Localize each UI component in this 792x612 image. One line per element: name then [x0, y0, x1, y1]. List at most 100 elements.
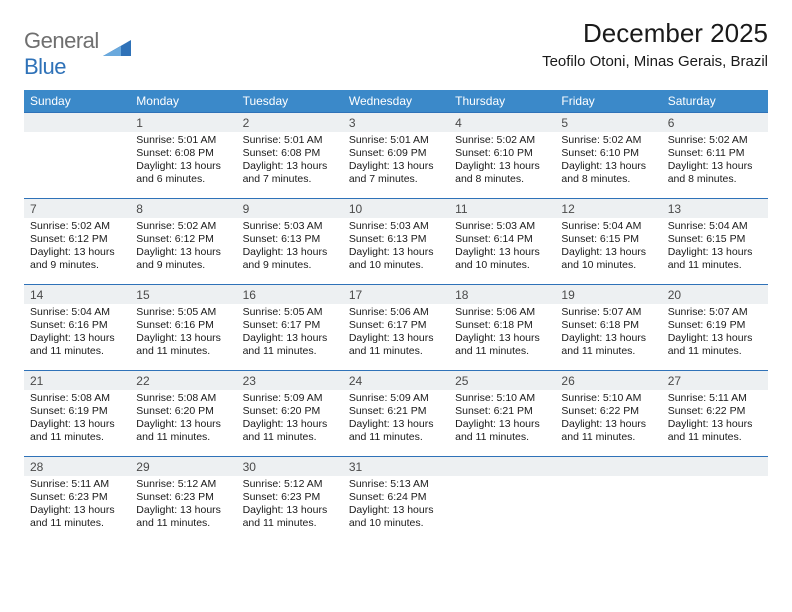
weekday-header-row: SundayMondayTuesdayWednesdayThursdayFrid… [24, 90, 768, 113]
calendar-cell: 20Sunrise: 5:07 AMSunset: 6:19 PMDayligh… [662, 285, 768, 371]
calendar-cell: 27Sunrise: 5:11 AMSunset: 6:22 PMDayligh… [662, 371, 768, 457]
day-details: Sunrise: 5:11 AMSunset: 6:22 PMDaylight:… [662, 390, 768, 449]
day-number: 17 [343, 285, 449, 304]
day-details: Sunrise: 5:01 AMSunset: 6:09 PMDaylight:… [343, 132, 449, 191]
calendar-cell: 23Sunrise: 5:09 AMSunset: 6:20 PMDayligh… [237, 371, 343, 457]
day-number: 26 [555, 371, 661, 390]
day-number: 24 [343, 371, 449, 390]
calendar-cell: 16Sunrise: 5:05 AMSunset: 6:17 PMDayligh… [237, 285, 343, 371]
weekday-header: Wednesday [343, 90, 449, 113]
day-details: Sunrise: 5:05 AMSunset: 6:17 PMDaylight:… [237, 304, 343, 363]
day-details: Sunrise: 5:02 AMSunset: 6:12 PMDaylight:… [24, 218, 130, 277]
calendar-cell: 7Sunrise: 5:02 AMSunset: 6:12 PMDaylight… [24, 199, 130, 285]
calendar-cell: 26Sunrise: 5:10 AMSunset: 6:22 PMDayligh… [555, 371, 661, 457]
day-details: Sunrise: 5:03 AMSunset: 6:13 PMDaylight:… [343, 218, 449, 277]
calendar-week-row: 21Sunrise: 5:08 AMSunset: 6:19 PMDayligh… [24, 371, 768, 457]
calendar-cell: 24Sunrise: 5:09 AMSunset: 6:21 PMDayligh… [343, 371, 449, 457]
day-details: Sunrise: 5:06 AMSunset: 6:17 PMDaylight:… [343, 304, 449, 363]
calendar-week-row: 28Sunrise: 5:11 AMSunset: 6:23 PMDayligh… [24, 457, 768, 543]
day-number: 6 [662, 113, 768, 132]
day-details: Sunrise: 5:03 AMSunset: 6:14 PMDaylight:… [449, 218, 555, 277]
day-details: Sunrise: 5:08 AMSunset: 6:19 PMDaylight:… [24, 390, 130, 449]
calendar-week-row: 1Sunrise: 5:01 AMSunset: 6:08 PMDaylight… [24, 113, 768, 199]
day-details: Sunrise: 5:13 AMSunset: 6:24 PMDaylight:… [343, 476, 449, 535]
day-details: Sunrise: 5:06 AMSunset: 6:18 PMDaylight:… [449, 304, 555, 363]
day-number: 25 [449, 371, 555, 390]
day-details: Sunrise: 5:11 AMSunset: 6:23 PMDaylight:… [24, 476, 130, 535]
day-details: Sunrise: 5:09 AMSunset: 6:20 PMDaylight:… [237, 390, 343, 449]
day-number: 10 [343, 199, 449, 218]
location: Teofilo Otoni, Minas Gerais, Brazil [542, 53, 768, 70]
day-number: 19 [555, 285, 661, 304]
day-details: Sunrise: 5:12 AMSunset: 6:23 PMDaylight:… [237, 476, 343, 535]
weekday-header: Saturday [662, 90, 768, 113]
day-details: Sunrise: 5:07 AMSunset: 6:19 PMDaylight:… [662, 304, 768, 363]
day-number [662, 457, 768, 476]
day-number: 23 [237, 371, 343, 390]
day-number: 2 [237, 113, 343, 132]
logo-triangle-icon [103, 38, 131, 58]
day-number: 30 [237, 457, 343, 476]
day-number [555, 457, 661, 476]
day-details: Sunrise: 5:01 AMSunset: 6:08 PMDaylight:… [237, 132, 343, 191]
calendar-cell [24, 113, 130, 199]
day-details: Sunrise: 5:02 AMSunset: 6:10 PMDaylight:… [449, 132, 555, 191]
day-details: Sunrise: 5:04 AMSunset: 6:15 PMDaylight:… [555, 218, 661, 277]
day-details: Sunrise: 5:10 AMSunset: 6:22 PMDaylight:… [555, 390, 661, 449]
day-details: Sunrise: 5:02 AMSunset: 6:11 PMDaylight:… [662, 132, 768, 191]
day-number: 7 [24, 199, 130, 218]
weekday-header: Tuesday [237, 90, 343, 113]
calendar-body: 1Sunrise: 5:01 AMSunset: 6:08 PMDaylight… [24, 113, 768, 543]
day-details: Sunrise: 5:10 AMSunset: 6:21 PMDaylight:… [449, 390, 555, 449]
calendar-cell: 21Sunrise: 5:08 AMSunset: 6:19 PMDayligh… [24, 371, 130, 457]
calendar-cell: 3Sunrise: 5:01 AMSunset: 6:09 PMDaylight… [343, 113, 449, 199]
calendar-cell [662, 457, 768, 543]
calendar-cell: 10Sunrise: 5:03 AMSunset: 6:13 PMDayligh… [343, 199, 449, 285]
calendar-cell: 12Sunrise: 5:04 AMSunset: 6:15 PMDayligh… [555, 199, 661, 285]
day-number: 12 [555, 199, 661, 218]
calendar-cell: 22Sunrise: 5:08 AMSunset: 6:20 PMDayligh… [130, 371, 236, 457]
logo-text-blue: Blue [24, 54, 66, 79]
calendar-cell: 29Sunrise: 5:12 AMSunset: 6:23 PMDayligh… [130, 457, 236, 543]
day-number: 4 [449, 113, 555, 132]
calendar-cell: 17Sunrise: 5:06 AMSunset: 6:17 PMDayligh… [343, 285, 449, 371]
weekday-header: Friday [555, 90, 661, 113]
calendar-cell: 1Sunrise: 5:01 AMSunset: 6:08 PMDaylight… [130, 113, 236, 199]
weekday-header: Thursday [449, 90, 555, 113]
header: General Blue December 2025 Teofilo Otoni… [24, 18, 768, 80]
calendar-cell [449, 457, 555, 543]
calendar-cell: 19Sunrise: 5:07 AMSunset: 6:18 PMDayligh… [555, 285, 661, 371]
calendar-cell: 6Sunrise: 5:02 AMSunset: 6:11 PMDaylight… [662, 113, 768, 199]
day-details: Sunrise: 5:09 AMSunset: 6:21 PMDaylight:… [343, 390, 449, 449]
calendar-cell: 31Sunrise: 5:13 AMSunset: 6:24 PMDayligh… [343, 457, 449, 543]
calendar-week-row: 7Sunrise: 5:02 AMSunset: 6:12 PMDaylight… [24, 199, 768, 285]
calendar-cell: 14Sunrise: 5:04 AMSunset: 6:16 PMDayligh… [24, 285, 130, 371]
day-number: 28 [24, 457, 130, 476]
weekday-header: Monday [130, 90, 236, 113]
day-number: 22 [130, 371, 236, 390]
calendar-cell: 11Sunrise: 5:03 AMSunset: 6:14 PMDayligh… [449, 199, 555, 285]
day-number: 20 [662, 285, 768, 304]
day-details: Sunrise: 5:02 AMSunset: 6:12 PMDaylight:… [130, 218, 236, 277]
calendar-cell: 5Sunrise: 5:02 AMSunset: 6:10 PMDaylight… [555, 113, 661, 199]
day-number: 9 [237, 199, 343, 218]
calendar-cell: 13Sunrise: 5:04 AMSunset: 6:15 PMDayligh… [662, 199, 768, 285]
day-number: 5 [555, 113, 661, 132]
day-number: 21 [24, 371, 130, 390]
day-number: 16 [237, 285, 343, 304]
calendar-cell: 25Sunrise: 5:10 AMSunset: 6:21 PMDayligh… [449, 371, 555, 457]
day-details: Sunrise: 5:04 AMSunset: 6:15 PMDaylight:… [662, 218, 768, 277]
calendar-cell: 15Sunrise: 5:05 AMSunset: 6:16 PMDayligh… [130, 285, 236, 371]
calendar-table: SundayMondayTuesdayWednesdayThursdayFrid… [24, 90, 768, 543]
calendar-cell [555, 457, 661, 543]
day-number [449, 457, 555, 476]
day-number: 13 [662, 199, 768, 218]
day-number: 1 [130, 113, 236, 132]
day-number [24, 113, 130, 132]
day-number: 29 [130, 457, 236, 476]
calendar-week-row: 14Sunrise: 5:04 AMSunset: 6:16 PMDayligh… [24, 285, 768, 371]
title-block: December 2025 Teofilo Otoni, Minas Gerai… [542, 18, 768, 70]
day-number: 18 [449, 285, 555, 304]
day-number: 14 [24, 285, 130, 304]
calendar-cell: 9Sunrise: 5:03 AMSunset: 6:13 PMDaylight… [237, 199, 343, 285]
